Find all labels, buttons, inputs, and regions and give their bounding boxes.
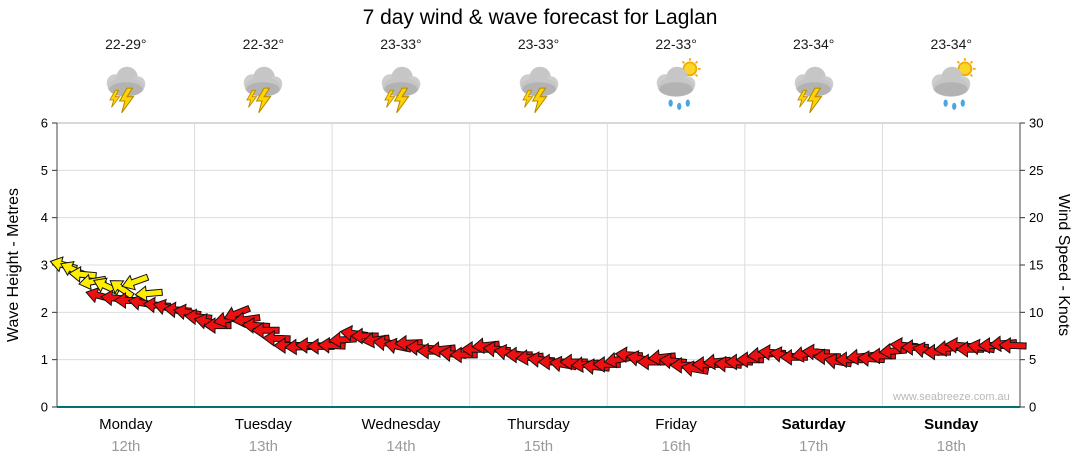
wind-arrow	[801, 343, 831, 361]
raindrops	[668, 99, 691, 110]
wind-arrow	[121, 273, 150, 291]
left-tick-label: 5	[41, 163, 48, 178]
lightning-bolt	[806, 87, 823, 114]
wind-arrow	[812, 348, 841, 366]
day-footer-sunday: Sunday 18th	[882, 414, 1020, 458]
lightning-bolt-small	[246, 89, 258, 108]
left-tick-label: 3	[41, 258, 48, 273]
day-name: Sunday	[924, 416, 979, 433]
left-tick-label: 4	[41, 210, 48, 225]
lightning-bolt	[393, 87, 410, 114]
thunderstorm-icon	[372, 56, 430, 116]
right-axis-ticks: 0 5 10 15 20 25 30	[1020, 116, 1043, 415]
day-footers-row: Monday 12th Tuesday 13th Wednesday 14th Thursd…	[57, 414, 1020, 458]
lightning-bolt-small	[108, 89, 121, 108]
right-tick-label: 15	[1029, 258, 1043, 273]
right-tick-label: 30	[1029, 116, 1043, 131]
day-date: 17th	[799, 438, 829, 455]
day-date: 13th	[248, 438, 278, 455]
sun-showers-icon	[647, 56, 705, 116]
day-column-tuesday: 22-32°	[195, 36, 333, 116]
left-axis-label: Wave Height - Metres	[5, 187, 22, 343]
day-date: 14th	[386, 438, 416, 455]
wind-arrow	[998, 336, 1027, 354]
wind-arrow	[471, 337, 500, 355]
temp-range: 23-34°	[930, 36, 972, 52]
day-name: Tuesday	[234, 416, 292, 433]
thunderstorm-icon	[785, 56, 843, 116]
temp-range: 23-33°	[380, 36, 422, 52]
cloud-shape	[656, 66, 696, 97]
wind-arrow	[109, 280, 135, 300]
wind-arrow	[134, 285, 163, 303]
right-axis-label: Wind Speed - Knots	[1055, 193, 1072, 337]
sun-showers-icon	[922, 56, 980, 116]
day-column-friday: 22-33°	[607, 36, 745, 116]
wind-arrow-series	[49, 256, 1027, 377]
day-date: 18th	[936, 438, 966, 455]
lightning-bolt-small	[384, 89, 396, 108]
wind-arrow	[78, 273, 107, 291]
cloud-shape	[794, 66, 833, 97]
day-date: 15th	[523, 438, 554, 455]
day-footer-wednesday: Wednesday 14th	[332, 414, 470, 458]
lightning-bolt	[255, 87, 272, 114]
temp-range: 23-33°	[517, 36, 560, 52]
right-tick-label: 0	[1029, 400, 1036, 415]
temp-range: 22-29°	[105, 36, 147, 52]
left-tick-label: 2	[41, 305, 48, 320]
day-name: Wednesday	[361, 416, 441, 433]
day-footer-friday: Friday 16th	[607, 414, 745, 458]
left-axis-ticks: 0 1 2 3 4 5 6	[41, 116, 57, 415]
chart-title: 7 day wind & wave forecast for Laglan	[362, 6, 718, 29]
wind-arrow	[350, 327, 379, 345]
left-tick-label: 6	[41, 116, 48, 131]
wind-arrow	[262, 329, 291, 347]
thunderstorm-icon	[234, 56, 292, 116]
day-column-saturday: 23-34°	[745, 36, 883, 116]
day-date: 12th	[111, 438, 141, 455]
day-headers-row: 22-29° 22-32° 23-33° 23-33° 22-33° 23-34° 23-3…	[57, 36, 1020, 116]
day-name: Saturday	[781, 416, 846, 433]
left-tick-label: 0	[41, 400, 48, 415]
lightning-bolt-small	[796, 89, 809, 108]
day-footer-thursday: Thursday 15th	[470, 414, 608, 458]
right-tick-label: 5	[1029, 352, 1036, 367]
sun-shape	[679, 58, 701, 80]
day-footer-monday: Monday 12th	[57, 414, 195, 458]
day-name: Monday	[99, 416, 153, 433]
day-footer-tuesday: Tuesday 13th	[195, 414, 333, 458]
gridlines	[57, 123, 1020, 407]
wind-arrow	[647, 349, 677, 366]
day-name: Thursday	[507, 416, 570, 433]
lightning-bolt-small	[521, 89, 533, 108]
wind-arrow	[680, 360, 710, 377]
thunderstorm-icon	[510, 56, 568, 116]
raindrops	[943, 99, 966, 110]
day-column-wednesday: 23-33°	[332, 36, 470, 116]
day-date: 16th	[661, 438, 691, 455]
lightning-bolt	[531, 87, 548, 114]
thunderstorm-icon	[97, 56, 155, 116]
temp-range: 22-32°	[242, 36, 285, 52]
temp-range: 23-34°	[792, 36, 835, 52]
sun-shape	[954, 58, 976, 80]
lightning-bolt	[118, 87, 135, 114]
wind-arrow	[251, 321, 280, 339]
watermark: www.seabreeze.com.au	[893, 391, 1010, 403]
wind-arrow	[223, 304, 252, 323]
right-tick-label: 10	[1029, 305, 1043, 320]
temp-range: 22-33°	[655, 36, 697, 52]
day-column-sunday: 23-34°	[882, 36, 1020, 116]
right-tick-label: 20	[1029, 210, 1043, 225]
day-footer-saturday: Saturday 17th	[745, 414, 883, 458]
day-column-monday: 22-29°	[57, 36, 195, 116]
day-column-thursday: 23-33°	[470, 36, 608, 116]
right-tick-label: 25	[1029, 163, 1043, 178]
cloud-shape	[931, 66, 971, 97]
day-name: Friday	[655, 416, 697, 433]
left-tick-label: 1	[41, 352, 48, 367]
